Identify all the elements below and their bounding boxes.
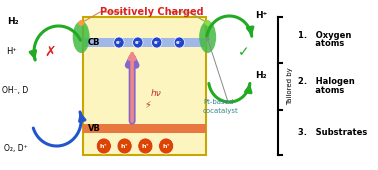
Text: cocatalyst: cocatalyst — [203, 108, 239, 114]
Circle shape — [138, 138, 153, 154]
Circle shape — [117, 138, 132, 154]
Circle shape — [133, 37, 143, 48]
Text: e⁻: e⁻ — [116, 40, 122, 45]
Text: h⁺: h⁺ — [100, 143, 108, 149]
Circle shape — [205, 20, 211, 26]
Bar — [83, 124, 206, 133]
Text: e⁻: e⁻ — [153, 40, 160, 45]
Text: atoms: atoms — [298, 86, 344, 95]
Circle shape — [159, 138, 174, 154]
Text: H⁺: H⁺ — [6, 47, 17, 56]
Text: ✓: ✓ — [238, 45, 249, 59]
Circle shape — [206, 37, 209, 41]
Circle shape — [174, 37, 184, 48]
Text: ⚡: ⚡ — [144, 100, 151, 110]
Text: H₂: H₂ — [255, 71, 266, 80]
Text: H⁺: H⁺ — [255, 11, 267, 20]
Text: Positively Charged: Positively Charged — [100, 7, 204, 17]
Text: Tailored by: Tailored by — [287, 67, 293, 105]
Text: CB: CB — [88, 38, 100, 47]
Text: h⁺: h⁺ — [162, 143, 170, 149]
Text: e⁻: e⁻ — [135, 40, 141, 45]
Ellipse shape — [73, 21, 90, 53]
Text: h⁺: h⁺ — [121, 143, 129, 149]
Circle shape — [152, 37, 162, 48]
Text: OH⁻, D: OH⁻, D — [2, 86, 28, 95]
Text: ✗: ✗ — [44, 45, 56, 59]
Text: Pt-based: Pt-based — [203, 99, 233, 105]
Text: atoms: atoms — [298, 39, 344, 48]
Text: H₂: H₂ — [8, 18, 19, 27]
Text: O₂, D⁺: O₂, D⁺ — [4, 143, 28, 152]
Text: 3.   Substrates: 3. Substrates — [298, 128, 367, 137]
Bar — [83, 17, 206, 155]
Text: 2.   Halogen: 2. Halogen — [298, 77, 355, 86]
Text: 1.   Oxygen: 1. Oxygen — [298, 30, 352, 39]
Text: h⁺: h⁺ — [141, 143, 149, 149]
Bar — [83, 38, 206, 47]
Text: hν: hν — [151, 89, 162, 98]
Circle shape — [96, 138, 112, 154]
Circle shape — [114, 37, 124, 48]
Text: VB: VB — [88, 124, 101, 133]
Ellipse shape — [199, 21, 216, 53]
Circle shape — [78, 20, 84, 26]
Text: e⁻: e⁻ — [176, 40, 183, 45]
